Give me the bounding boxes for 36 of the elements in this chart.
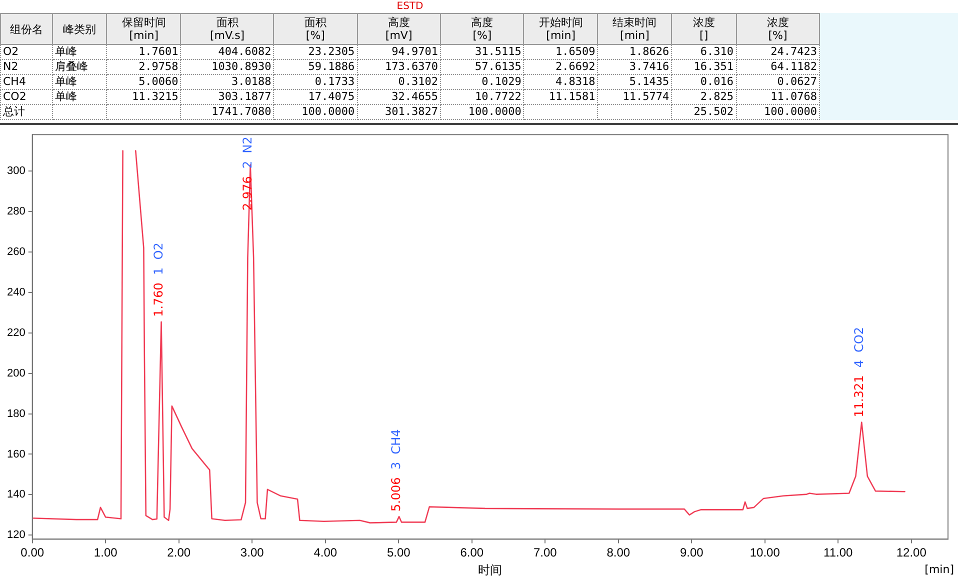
y-tick-label: 140 — [6, 488, 26, 501]
y-tick-label: 180 — [6, 408, 26, 420]
x-tick-label: 7.00 — [533, 546, 558, 560]
text: 组份名 峰类别 保留时间 [min] 面积 [mV.s] 面积 [%] 高度 [mV] 高度 [%] 开始时间 [min] 结束时间 [min] 浓度 [] 浓度 [%] — [10, 16, 789, 42]
x-tick-label: 5.00 — [386, 546, 411, 560]
annotation: 2.976 2 N2 — [240, 136, 254, 210]
x-tick-label: 8.00 — [606, 546, 630, 560]
y-tick-label: 260 — [6, 246, 26, 258]
text: N2 肩叠峰 2.9758 1030.8930 59.1886 173.6370 57.6135 2.6692 3.7416 16.351 64.1182 — [3, 60, 817, 73]
chart-title: ESTD — [396, 0, 424, 13]
x-axis-title: 时间 — [478, 563, 502, 578]
x-tick-label: 11.00 — [824, 546, 854, 560]
annotation: 5.006 3 CH4 — [389, 429, 404, 512]
annotation: 1.760 1 O2 — [151, 242, 166, 317]
y-tick-label: 200 — [6, 367, 26, 380]
y-tick-label: 280 — [6, 206, 26, 218]
y-tick-label: 160 — [6, 448, 26, 460]
text: 总计 1741.7080 100.0000 301.3827 100.0000 25.502 100.0000 — [3, 105, 817, 118]
text: CO2 单峰 11.3215 303.1877 17.4075 32.4655 10.7722 11.1581 11.5774 2.825 11.0768 — [3, 90, 817, 103]
x-tick-label: 6.00 — [460, 546, 484, 560]
y-tick-label: 300 — [6, 165, 26, 178]
x-tick-label: 3.00 — [240, 546, 264, 560]
y-tick-label: 240 — [6, 286, 26, 298]
x-tick-label: 9.00 — [680, 546, 704, 560]
x-tick-label: 10.00 — [750, 546, 780, 560]
y-tick-label: 120 — [6, 529, 26, 542]
x-tick-label: 0.00 — [20, 546, 44, 560]
text: O2 单峰 1.7601 404.6082 23.2305 94.9701 31.5115 1.6509 1.8626 6.310 24.7423 — [3, 45, 817, 58]
text: [min] — [924, 563, 954, 576]
y-tick-label: 220 — [6, 326, 26, 339]
text: CH4 单峰 5.0060 3.0188 0.1733 0.3102 0.1029 4.8318 5.1435 0.016 0.0627 — [3, 75, 817, 88]
x-tick-label: 2.00 — [167, 546, 191, 560]
x-tick-label: 12.00 — [896, 546, 927, 560]
x-tick-label: 1.00 — [94, 546, 118, 560]
annotation: 11.321 4 CO2 — [852, 326, 866, 418]
x-tick-label: 4.00 — [314, 546, 338, 560]
